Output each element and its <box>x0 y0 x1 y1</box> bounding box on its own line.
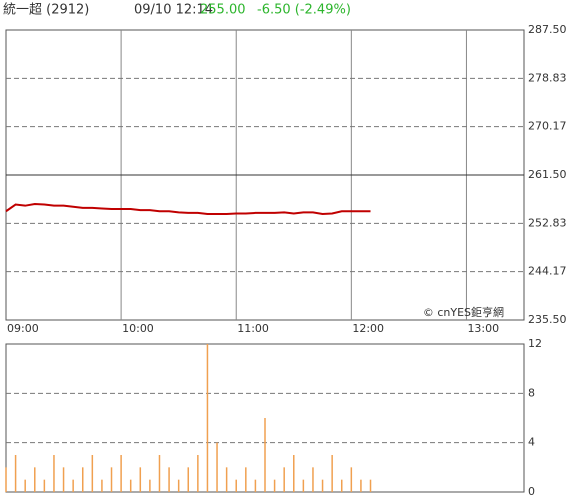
volume-bar <box>62 467 65 492</box>
x-tick-label: 10:00 <box>122 322 154 335</box>
volume-bar <box>235 479 237 492</box>
volume-bar <box>120 455 122 492</box>
change: -6.50 (-2.49%) <box>257 3 351 18</box>
volume-bar <box>34 467 36 492</box>
y-tick-label: 244.17 <box>528 265 567 278</box>
volume-bar <box>369 479 372 492</box>
volume-bar <box>273 479 276 492</box>
volume-bar <box>168 467 170 492</box>
volume-bar <box>283 467 285 492</box>
volume-bar <box>350 467 353 492</box>
volume-bar <box>110 467 113 492</box>
volume-bar <box>72 479 74 492</box>
volume-bar <box>312 467 314 492</box>
y-tick-label: 12 <box>528 337 542 350</box>
volume-bar <box>14 455 17 492</box>
volume-bar <box>101 479 103 492</box>
volume-bar <box>53 455 55 492</box>
volume-bar <box>149 479 151 492</box>
y-tick-label: 270.17 <box>528 120 567 133</box>
volume-bar <box>264 418 266 492</box>
volume-bar <box>43 479 46 492</box>
price-line <box>5 202 371 216</box>
volume-bar <box>360 479 362 492</box>
volume-bar <box>158 455 161 492</box>
volume-bar <box>321 479 324 492</box>
volume-bar <box>139 467 142 492</box>
volume-bar <box>225 467 228 492</box>
volume-bar <box>177 479 180 492</box>
price: 255.00 <box>200 3 246 18</box>
volume-bar <box>5 467 7 492</box>
volume-bar <box>91 455 94 492</box>
volume-bar <box>293 455 295 492</box>
y-tick-label: 278.83 <box>528 71 567 84</box>
volume-bar <box>81 467 84 492</box>
volume-bar <box>340 479 343 492</box>
x-tick-label: 12:00 <box>352 322 384 335</box>
y-tick-label: 252.83 <box>528 216 567 229</box>
volume-bar <box>254 479 257 492</box>
volume-bar <box>245 467 247 492</box>
x-tick-label: 09:00 <box>7 322 39 335</box>
y-tick-label: 8 <box>528 386 535 399</box>
volume-bar <box>129 479 132 492</box>
y-tick-label: 235.50 <box>528 313 567 326</box>
y-tick-label: 261.50 <box>528 168 567 181</box>
volume-bar <box>187 467 190 492</box>
volume-bar <box>197 455 199 492</box>
volume-bar <box>331 455 333 492</box>
volume-bar <box>302 479 305 492</box>
datetime: 09/10 12:14 <box>134 3 213 18</box>
volume-bar <box>206 344 209 492</box>
y-tick-label: 4 <box>528 436 535 449</box>
stock-name: 統一超 (2912) <box>3 3 89 18</box>
y-tick-label: 0 <box>528 485 535 498</box>
volume-bar <box>216 442 218 492</box>
x-tick-label: 13:00 <box>467 322 499 335</box>
y-tick-label: 287.50 <box>528 23 567 36</box>
x-tick-label: 11:00 <box>237 322 269 335</box>
volume-bar <box>24 479 26 492</box>
watermark: © cnYES鉅亨網 <box>423 305 504 319</box>
